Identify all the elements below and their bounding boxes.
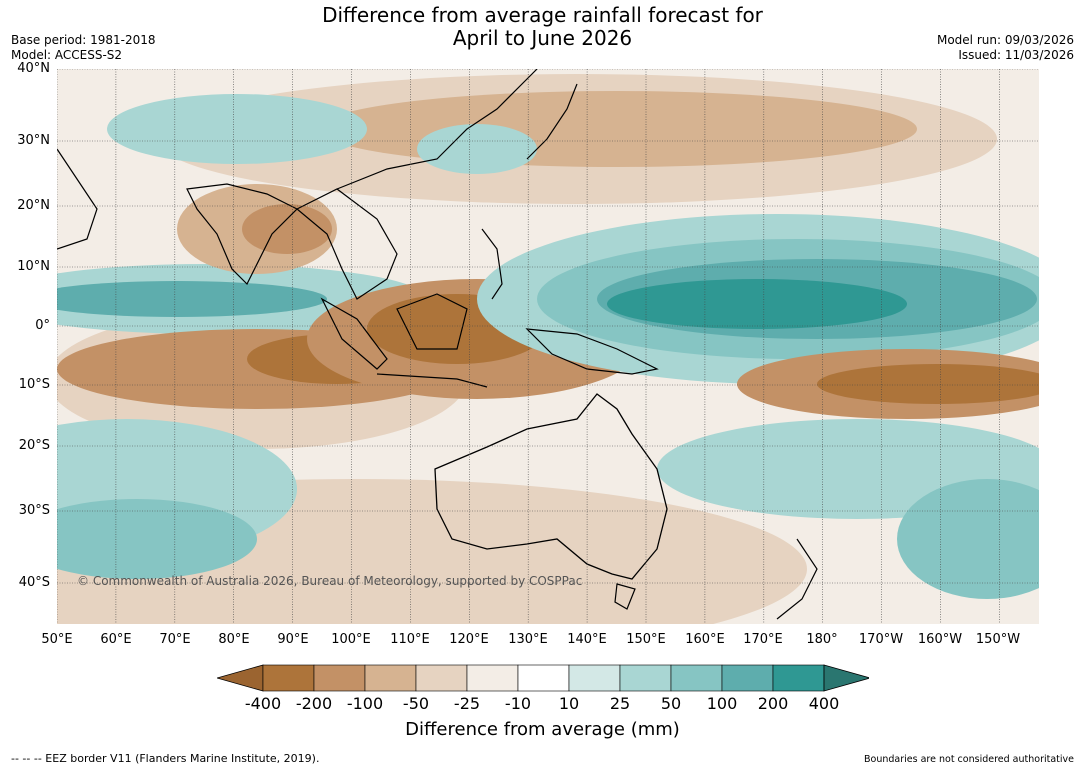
lat-label-0: 0° [35, 318, 50, 333]
lon-label-170w: 170°W [858, 632, 904, 647]
colorbar-swatch [262, 664, 315, 692]
base-period: Base period: 1981-2018 [11, 33, 156, 47]
colorbar-swatch [568, 664, 621, 692]
lon-label-130e: 130°E [508, 632, 548, 647]
pacific-wet-core [607, 279, 907, 329]
south-pacific-dry-core [817, 364, 1039, 404]
new-zealand-outline [776, 538, 818, 620]
colorbar-swatches [217, 664, 869, 692]
map-svg [57, 69, 1039, 624]
boundaries-note: Boundaries are not considered authoritat… [864, 754, 1074, 765]
meta-right: Model run: 09/03/2026 Issued: 11/03/2026 [937, 33, 1074, 63]
colorbar-swatch [517, 664, 570, 692]
title-line-1: Difference from average rainfall forecas… [322, 3, 763, 27]
china-wet [417, 124, 537, 174]
equatorial-indian-wet-core [57, 281, 327, 317]
colorbar [217, 664, 869, 692]
meta-left: Base period: 1981-2018 Model: ACCESS-S2 [11, 33, 156, 63]
lon-label-150e: 150°E [626, 632, 666, 647]
colorbar-tick-25: 25 [609, 694, 631, 713]
lon-label-80e: 80°E [218, 632, 250, 647]
philippines-outline [481, 228, 503, 300]
colorbar-swatch [670, 664, 723, 692]
india-dry-core [242, 204, 332, 254]
japan-outline [526, 83, 578, 160]
colorbar-tick-neg400: -400 [244, 694, 282, 713]
lat-label-10n: 10°N [17, 259, 50, 274]
lon-label-120e: 120°E [449, 632, 489, 647]
lat-label-20n: 20°N [17, 198, 50, 213]
issued-date: Issued: 11/03/2026 [958, 48, 1074, 62]
colorbar-swatch [364, 664, 417, 692]
southeast-asia-outline [295, 188, 398, 300]
colorbar-tick-10: 10 [558, 694, 580, 713]
map-title: Difference from average rainfall forecas… [0, 4, 1085, 50]
colorbar-tick-200: 200 [757, 694, 789, 713]
lon-label-150w: 150°W [975, 632, 1021, 647]
rainfall-map [57, 69, 1039, 624]
colorbar-tick-50: 50 [660, 694, 682, 713]
lon-label-160w: 160°W [917, 632, 963, 647]
lon-label-180: 180° [806, 632, 838, 647]
lon-label-160e: 160°E [685, 632, 725, 647]
colorbar-tick-neg100: -100 [346, 694, 384, 713]
colorbar-title: Difference from average (mm) [405, 719, 680, 740]
lon-label-100e: 100°E [331, 632, 371, 647]
borneo-outline [396, 293, 468, 350]
lat-label-30n: 30°N [17, 133, 50, 148]
lon-label-50e: 50°E [41, 632, 73, 647]
lon-label-140e: 140°E [567, 632, 607, 647]
colorbar-tick-neg50: -50 [402, 694, 430, 713]
lon-label-60e: 60°E [100, 632, 132, 647]
map-gridlines [57, 69, 1039, 624]
lat-label-10s: 10°S [18, 377, 50, 392]
north-dry-core [317, 91, 917, 167]
colorbar-tick-neg25: -25 [453, 694, 481, 713]
colorbar-swatch-low-extend [217, 664, 264, 692]
lon-label-70e: 70°E [159, 632, 191, 647]
lat-label-40n: 40°N [17, 61, 50, 76]
colorbar-tick-400: 400 [808, 694, 840, 713]
lon-label-90e: 90°E [277, 632, 309, 647]
colorbar-swatch [415, 664, 468, 692]
colorbar-swatch [313, 664, 366, 692]
southeast-pacific-wet [897, 479, 1039, 599]
india-outline [186, 183, 299, 286]
tasmania-outline [614, 583, 636, 610]
arabia-outline [57, 148, 98, 250]
colorbar-swatch [466, 664, 519, 692]
new-guinea-outline [525, 328, 659, 375]
eez-note: -- -- -- EEZ border V11 (Flanders Marine… [11, 752, 320, 765]
copyright-notice: © Commonwealth of Australia 2026, Bureau… [77, 574, 583, 588]
china-coast [336, 69, 538, 190]
lon-label-170e: 170°E [743, 632, 783, 647]
colorbar-tick-neg10: -10 [504, 694, 532, 713]
asia-wet [107, 94, 367, 164]
southwest-wet-core [57, 499, 257, 579]
lon-label-110e: 110°E [390, 632, 430, 647]
model-run: Model run: 09/03/2026 [936, 33, 1074, 47]
colorbar-swatch [772, 664, 825, 692]
lat-label-20s: 20°S [18, 438, 50, 453]
title-line-2: April to June 2026 [452, 26, 633, 50]
colorbar-swatch [721, 664, 774, 692]
lat-label-30s: 30°S [18, 503, 50, 518]
colorbar-swatch-high-extend [823, 664, 869, 692]
australia-outline [434, 393, 668, 580]
java-outline [376, 373, 488, 388]
colorbar-tick-neg200: -200 [295, 694, 333, 713]
colorbar-tick-100: 100 [706, 694, 738, 713]
colorbar-swatch [619, 664, 672, 692]
sumatra-outline [320, 297, 388, 370]
lat-label-40s: 40°S [18, 575, 50, 590]
model-name: Model: ACCESS-S2 [11, 48, 123, 62]
